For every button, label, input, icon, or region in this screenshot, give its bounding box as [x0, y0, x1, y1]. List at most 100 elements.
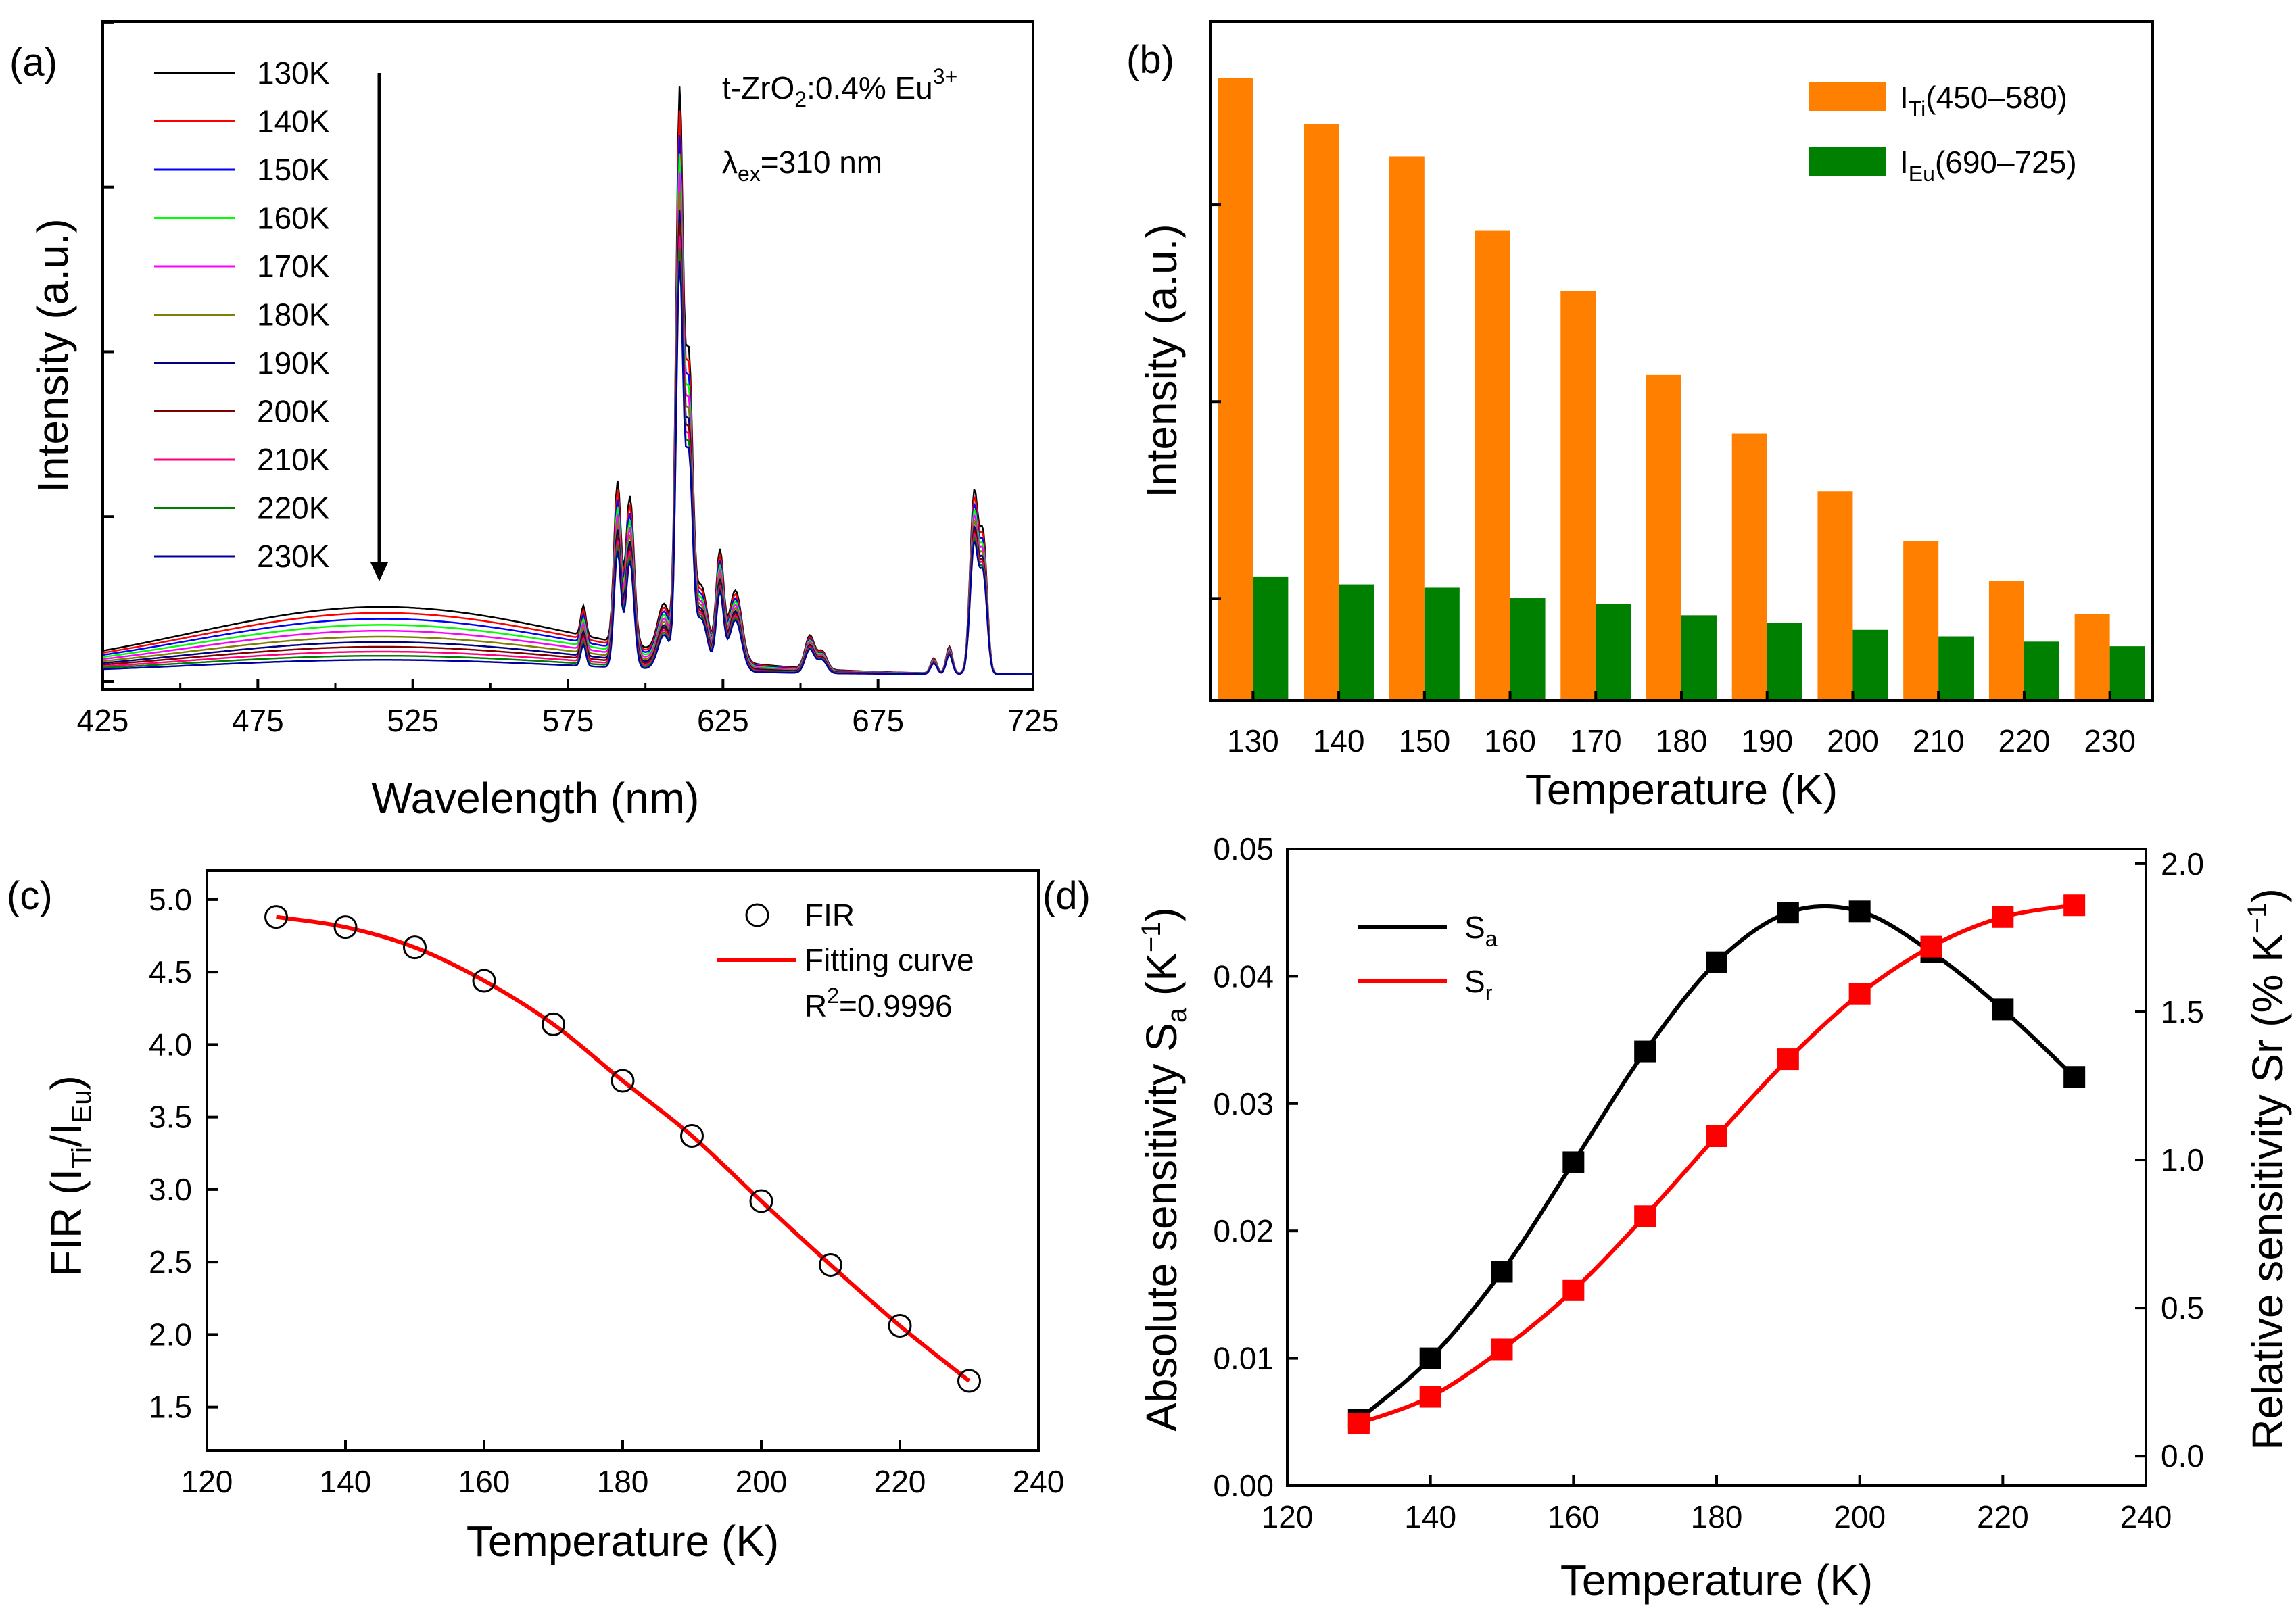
fir-point-230 — [957, 1369, 981, 1393]
x-tick-label: 180 — [1691, 1499, 1743, 1534]
panel-a-xlabel: Wavelength (nm) — [372, 774, 700, 823]
panel-d-legend: Sa Sr — [1358, 910, 1498, 1005]
legend-label-160K: 160K — [257, 201, 330, 236]
panel-a: (a) 425 475 525 575 625 675 725 130K 140K 150K 16… — [9, 20, 1059, 823]
bar-ti-190 — [1731, 433, 1767, 700]
y-right-tick-label: 1.5 — [2161, 994, 2204, 1029]
y-left-tick-label: 0.01 — [1213, 1341, 1274, 1376]
bar-eu-190 — [1767, 623, 1802, 700]
legend-label-130K: 130K — [257, 55, 330, 91]
y-left-tick-label: 0.02 — [1213, 1213, 1274, 1248]
x-tick-label: 200 — [736, 1464, 788, 1499]
x-tick-label: 200 — [1834, 1499, 1886, 1534]
panel-d-label: (d) — [1043, 874, 1091, 918]
panel-a-label: (a) — [9, 41, 57, 84]
point-Sr-150 — [1491, 1338, 1513, 1361]
x-tick-label: 180 — [1656, 723, 1708, 758]
point-Sa-150 — [1491, 1261, 1513, 1283]
series-line-Sa — [1357, 904, 2076, 1421]
x-tick-label: 190 — [1741, 723, 1793, 758]
panel-a-legend: 130K 140K 150K 160K 170K 180K 190K 200K 210K 220K… — [154, 55, 330, 574]
x-tick-label: 140 — [1404, 1499, 1456, 1534]
legend-label-180K: 180K — [257, 297, 330, 333]
x-tick-label: 140 — [320, 1464, 372, 1499]
x-tick-label: 120 — [181, 1464, 233, 1499]
bar-ti-160 — [1475, 230, 1510, 701]
spectrum-line-130K — [102, 86, 1033, 675]
point-Sa-200 — [1848, 900, 1871, 923]
panel-a-spectra — [102, 86, 1034, 675]
fir-point-170 — [542, 1012, 565, 1036]
point-Sr-160 — [1562, 1279, 1585, 1301]
x-tick-label: 130 — [1227, 723, 1279, 758]
panel-d-frame — [1286, 848, 2147, 1487]
panel-c-legend: FIR Fitting curve R2=0.9996 — [717, 898, 974, 1023]
temperature-arrow-head — [370, 562, 388, 581]
legend-label-170K: 170K — [257, 249, 330, 284]
legend-label-fir: FIR — [805, 898, 855, 933]
bar-eu-150 — [1424, 587, 1460, 700]
fir-point-220 — [888, 1314, 912, 1338]
panel-b-legend: ITi(450–580) IEu(690–725) — [1809, 80, 2077, 186]
legend-label-sa: Sa — [1464, 910, 1498, 951]
y-tick-label: 2.5 — [149, 1244, 192, 1280]
panel-d-xlabel: Temperature (K) — [1560, 1556, 1873, 1605]
bar-eu-230 — [2109, 646, 2145, 700]
legend-label-140K: 140K — [257, 104, 330, 139]
panel-d-ticks: 120 140 160 180 200 220 240 0.00 0.01 0.02 0.03 0.0… — [1213, 831, 2203, 1534]
point-Sa-140 — [1419, 1347, 1441, 1369]
point-Sr-220 — [1992, 906, 2014, 928]
y-left-tick-label: 0.05 — [1213, 831, 1274, 867]
spectrum-line-200K — [102, 222, 1033, 675]
panel-a-compound: t-ZrO2:0.4% Eu3+ — [722, 64, 957, 112]
bar-ti-220 — [1988, 581, 2024, 700]
x-tick-label: 230 — [2084, 723, 2136, 758]
spectrum-line-220K — [102, 248, 1034, 675]
point-Sr-180 — [1706, 1125, 1727, 1147]
x-tick-label: 240 — [1013, 1464, 1065, 1499]
panel-d-ylabel-right: Relative sensitivity Sr (% K−1) — [2243, 888, 2292, 1451]
x-tick-label: 120 — [1262, 1499, 1314, 1534]
spectrum-line-140K — [102, 110, 1033, 675]
fitting-curve — [276, 915, 971, 1383]
panel-b: (b) 130 140 150 160 170 180 190 200 210 220 230 IT… — [1126, 20, 2154, 814]
y-right-tick-label: 2.0 — [2161, 846, 2204, 881]
legend-label-190K: 190K — [257, 345, 330, 381]
bar-eu-130 — [1253, 576, 1289, 700]
panel-a-frame — [101, 20, 1034, 691]
x-tick-label: 140 — [1313, 723, 1365, 758]
spectrum-line-180K — [102, 191, 1033, 675]
fir-point-130 — [264, 905, 288, 929]
bar-ti-150 — [1389, 156, 1425, 700]
spectrum-line-190K — [102, 210, 1033, 675]
legend-label-200K: 200K — [257, 394, 330, 429]
bar-ti-210 — [1903, 541, 1939, 700]
spectrum-line-210K — [102, 235, 1033, 675]
legend-marker-fir — [745, 903, 769, 927]
point-Sa-170 — [1634, 1040, 1656, 1063]
bar-eu-170 — [1596, 604, 1631, 700]
legend-label-sr: Sr — [1464, 964, 1493, 1005]
panel-b-bars — [1218, 78, 2145, 701]
bar-ti-140 — [1304, 124, 1339, 700]
bar-eu-140 — [1339, 584, 1374, 700]
panel-b-ticks: 130 140 150 160 170 180 190 200 210 220 230 — [1210, 203, 2136, 758]
x-tick-label: 220 — [874, 1464, 926, 1499]
fir-point-150 — [403, 935, 427, 960]
point-Sr-140 — [1419, 1386, 1441, 1408]
y-right-tick-label: 1.0 — [2161, 1142, 2204, 1177]
x-tick-label: 525 — [387, 703, 439, 738]
panel-b-label: (b) — [1126, 38, 1174, 82]
point-Sr-130 — [1347, 1412, 1370, 1434]
legend-label-210K: 210K — [257, 442, 330, 477]
spectrum-line-160K — [102, 153, 1033, 675]
spectrum-line-170K — [102, 172, 1033, 675]
x-tick-label: 220 — [1999, 723, 2051, 758]
y-tick-label: 4.5 — [149, 954, 192, 990]
bar-ti-130 — [1218, 78, 1253, 700]
point-Sr-230 — [2063, 894, 2086, 917]
x-tick-label: 675 — [852, 703, 904, 738]
panel-c-ticks: 120 140 160 180 200 220 240 1.5 2.0 2.5 3.0 3.5 4.0 4… — [149, 882, 1064, 1499]
panel-d-plot — [1347, 894, 2086, 1434]
